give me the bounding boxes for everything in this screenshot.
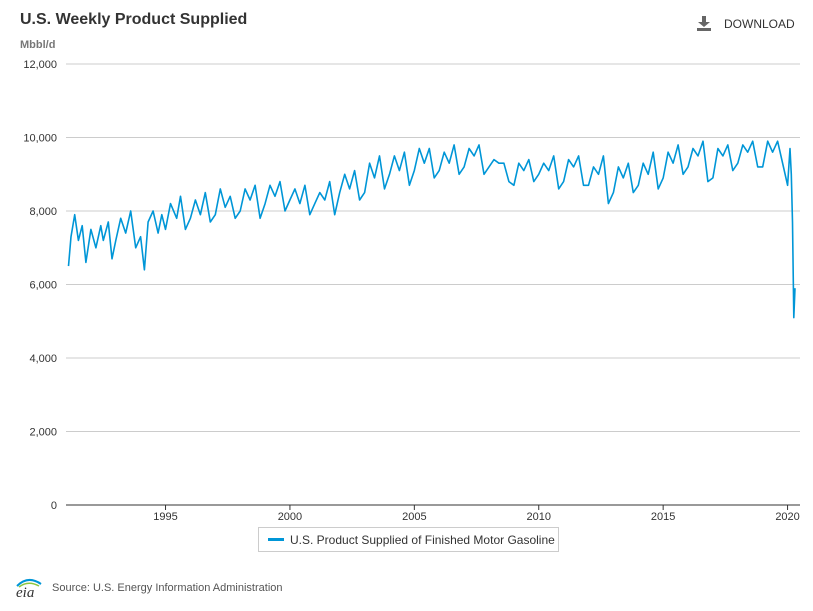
series-layer — [67, 140, 796, 319]
x-axis: 1995 2000 2005 2010 2015 2020 — [66, 504, 800, 523]
y-axis-unit-label: Mbbl/d — [20, 39, 56, 51]
y-tick-label: 8,000 — [29, 206, 57, 218]
y-tick-label: 4,000 — [29, 353, 57, 365]
eia-logo: eia — [16, 579, 42, 599]
x-tick-label: 2005 — [402, 511, 426, 523]
chart-title: U.S. Weekly Product Supplied — [20, 11, 248, 28]
legend-label: U.S. Product Supplied of Finished Motor … — [290, 532, 555, 547]
y-tick-label: 10,000 — [23, 133, 57, 145]
x-tick-label: 2010 — [527, 511, 551, 523]
y-axis: 0 2,000 4,000 6,000 8,000 10,000 12,000 — [23, 59, 57, 512]
x-tick-label: 1995 — [153, 511, 177, 523]
download-button[interactable]: DOWNLOAD — [696, 16, 795, 31]
source-text: Source: U.S. Energy Information Administ… — [52, 582, 283, 594]
y-tick-label: 12,000 — [23, 59, 57, 71]
x-tick-label: 2015 — [651, 511, 675, 523]
download-icon — [697, 16, 711, 31]
x-tick-label: 2000 — [278, 511, 302, 523]
legend-swatch — [268, 538, 284, 541]
y-tick-label: 0 — [51, 500, 57, 512]
series-line — [67, 140, 796, 319]
download-label: DOWNLOAD — [724, 16, 795, 31]
svg-text:eia: eia — [16, 585, 34, 599]
legend-item[interactable]: U.S. Product Supplied of Finished Motor … — [258, 527, 559, 552]
x-tick-label: 2020 — [775, 511, 799, 523]
y-tick-label: 6,000 — [29, 280, 57, 292]
grid-lines — [66, 63, 800, 432]
source-footer: eia Source: U.S. Energy Information Admi… — [14, 577, 283, 599]
y-tick-label: 2,000 — [29, 427, 57, 439]
